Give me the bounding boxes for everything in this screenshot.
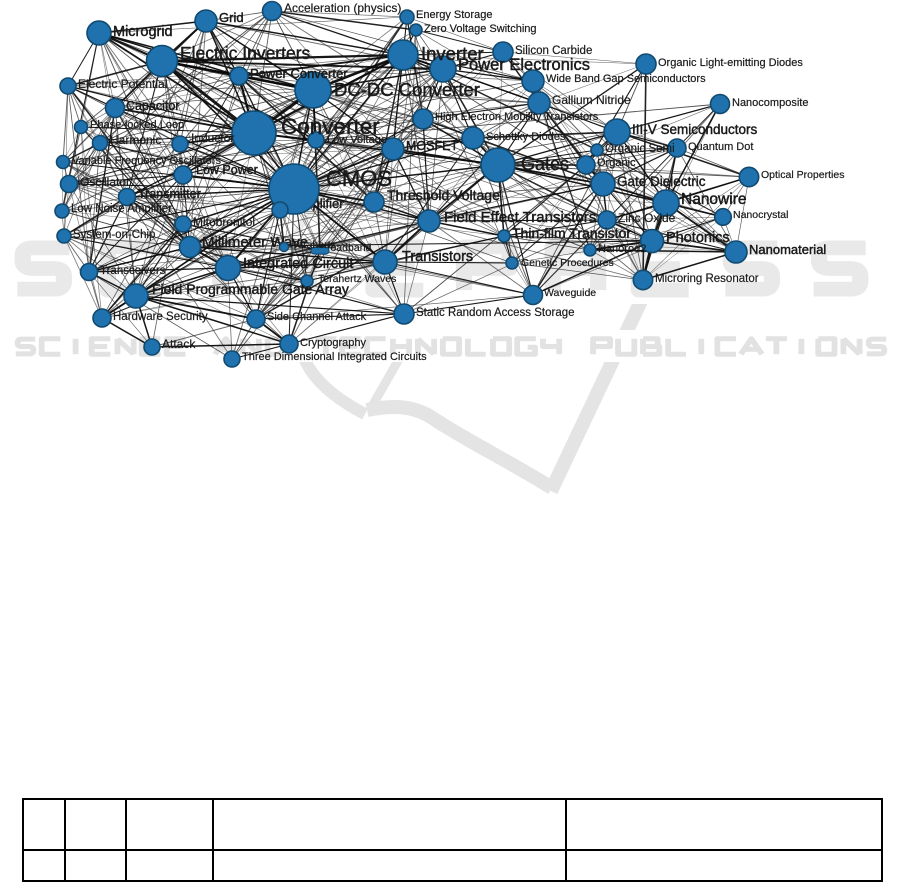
svg-text:Nanocomposite: Nanocomposite [732, 97, 808, 109]
svg-text:III-V Semiconductors: III-V Semiconductors [632, 122, 758, 137]
svg-text:Waveguide: Waveguide [544, 287, 596, 299]
svg-text:Transmitter: Transmitter [138, 187, 201, 201]
svg-text:Inductor: Inductor [191, 131, 234, 145]
svg-text:Field Effect Transistors: Field Effect Transistors [444, 209, 596, 226]
svg-text:Terahertz Waves: Terahertz Waves [318, 273, 396, 285]
svg-text:Zinc Oxide: Zinc Oxide [618, 211, 676, 225]
svg-text:Gate Dielectric: Gate Dielectric [617, 174, 706, 189]
svg-text:Field Programmable Gate Array: Field Programmable Gate Array [152, 281, 349, 297]
svg-text:Quantum Dot: Quantum Dot [688, 141, 753, 153]
svg-text:Static Random Access Storage: Static Random Access Storage [416, 307, 575, 319]
svg-text:Nanocrystal: Nanocrystal [733, 209, 788, 221]
svg-text:Transistors: Transistors [402, 249, 473, 265]
svg-text:Wide Band Gap Semiconductors: Wide Band Gap Semiconductors [546, 73, 706, 85]
svg-text:Electric Inverters: Electric Inverters [180, 43, 311, 63]
svg-text:Nanomaterial: Nanomaterial [749, 242, 826, 257]
svg-text:Inverter: Inverter [421, 43, 484, 64]
svg-text:Low Noise Amplifier: Low Noise Amplifier [71, 203, 172, 215]
svg-text:Harmonic: Harmonic [110, 133, 161, 147]
svg-text:Variable Frequency Oscillators: Variable Frequency Oscillators [72, 155, 221, 167]
svg-text:Acceleration (physics): Acceleration (physics) [284, 1, 401, 15]
svg-text:Organic: Organic [597, 157, 636, 169]
svg-text:Capacitor: Capacitor [126, 99, 180, 113]
svg-text:Attack: Attack [162, 337, 196, 351]
svg-text:Optical Properties: Optical Properties [761, 169, 844, 181]
svg-text:Power Electronics: Power Electronics [458, 56, 590, 74]
svg-text:Organic Light-emitting Diodes: Organic Light-emitting Diodes [658, 57, 803, 69]
svg-text:Energy Storage: Energy Storage [416, 9, 492, 21]
svg-text:Grid: Grid [219, 10, 244, 25]
svg-text:Electric Potential: Electric Potential [78, 77, 167, 91]
svg-text:Integrated Circuit: Integrated Circuit [243, 256, 353, 272]
svg-text:Cryptography: Cryptography [300, 337, 367, 349]
svg-text:Phase-locked Loop: Phase-locked Loop [90, 119, 184, 131]
svg-text:DC-DC Converter: DC-DC Converter [334, 79, 480, 100]
svg-text:System-on-Chip: System-on-Chip [73, 229, 155, 241]
svg-text:Photonics: Photonics [666, 230, 730, 246]
svg-text:Low Power: Low Power [196, 163, 258, 177]
svg-text:Hardware Security: Hardware Security [113, 311, 208, 323]
svg-text:Schottky Diodes: Schottky Diodes [486, 131, 566, 143]
svg-text:Organic Semi: Organic Semi [605, 143, 675, 155]
svg-text:Broadband: Broadband [320, 242, 372, 254]
svg-text:Converter: Converter [281, 114, 380, 139]
svg-text:Threshold Voltage: Threshold Voltage [387, 187, 500, 203]
svg-text:Nanorod2: Nanorod2 [598, 243, 646, 255]
svg-text:Microring Resonator: Microring Resonator [655, 273, 759, 285]
svg-text:Zero Voltage Switching: Zero Voltage Switching [424, 23, 537, 35]
svg-text:Oscillator: Oscillator [80, 175, 130, 189]
svg-text:Gates: Gates [521, 154, 569, 174]
svg-text:Gallium Nitride: Gallium Nitride [552, 93, 631, 107]
svg-text:MOSFET: MOSFET [406, 139, 458, 153]
svg-text:Mitobronitol: Mitobronitol [193, 215, 255, 229]
svg-text:Transceivers: Transceivers [100, 265, 166, 277]
svg-text:Power Converter: Power Converter [250, 66, 348, 81]
svg-text:Nanowire: Nanowire [681, 191, 746, 208]
svg-text:Three Dimensional Integrated C: Three Dimensional Integrated Circuits [242, 351, 427, 363]
svg-text:Side Channel Attack: Side Channel Attack [267, 311, 367, 323]
svg-text:Low Voltage: Low Voltage [327, 134, 387, 146]
svg-text:Microgrid: Microgrid [113, 24, 173, 40]
svg-text:Terahertz: Terahertz [292, 239, 336, 251]
svg-text:High Electron Mobility Transis: High Electron Mobility Transistors [435, 111, 599, 123]
svg-text:Thin-film Transistor: Thin-film Transistor [512, 225, 631, 241]
svg-text:CMOS: CMOS [326, 166, 392, 191]
svg-text:Genetic Procedures: Genetic Procedures [521, 257, 614, 269]
svg-text:Silicon Carbide: Silicon Carbide [515, 45, 592, 57]
